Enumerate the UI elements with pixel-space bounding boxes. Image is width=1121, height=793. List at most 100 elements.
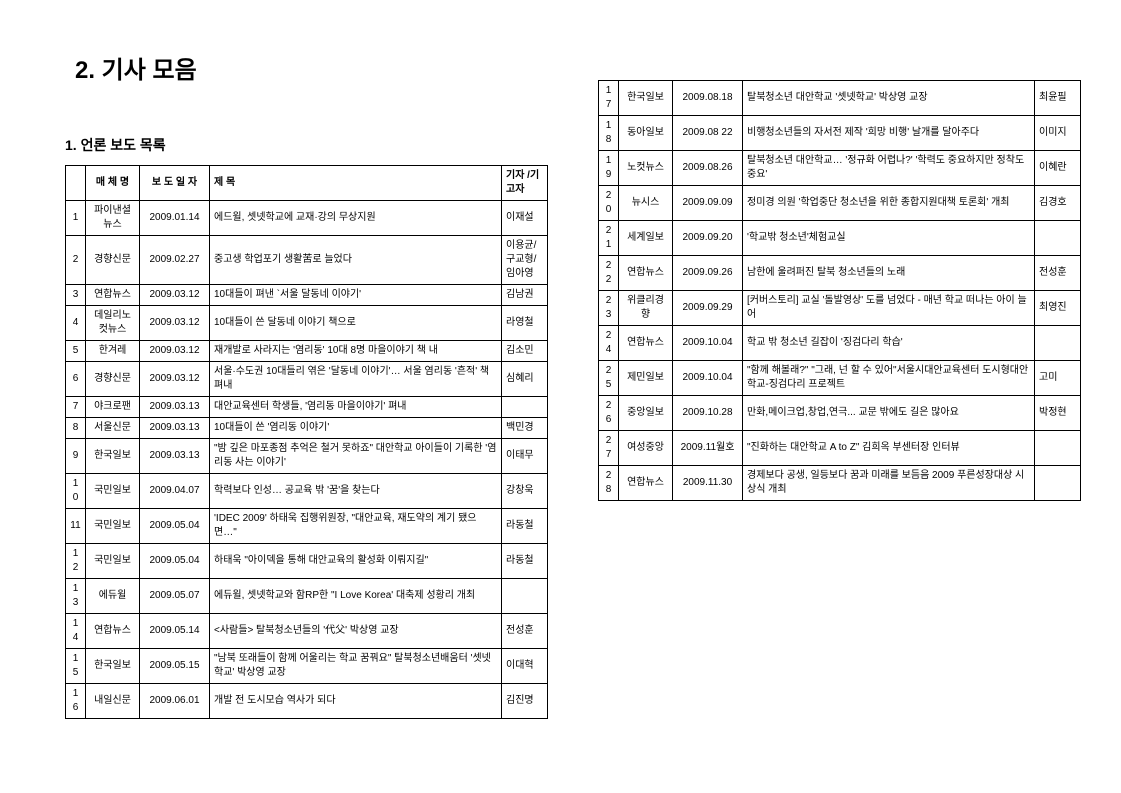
table-row: 1파이낸셜 뉴스2009.01.14에드윌, 셋넷학교에 교재·강의 무상지원이… [66,201,548,236]
cell-author: 김진명 [502,684,548,719]
cell-media: 경향신문 [86,362,140,397]
table-row: 17한국일보2009.08.18탈북청소년 대안학교 '셋넷학교' 박상영 교장… [599,81,1081,116]
cell-date: 2009.01.14 [140,201,210,236]
cell-title: 개발 전 도시모습 역사가 되다 [210,684,502,719]
cell-title: 에듀윌, 셋넷학교와 함RP한 "I Love Korea' 대축제 성황리 개… [210,579,502,614]
cell-author [502,579,548,614]
cell-title: 학교 밖 청소년 길잡이 '징검다리 학습' [743,326,1035,361]
cell-media: 제민일보 [619,361,673,396]
cell-date: 2009.08.18 [673,81,743,116]
table-row: 22연합뉴스2009.09.26남한에 울려퍼진 탈북 청소년들의 노래전성훈 [599,256,1081,291]
cell-date: 2009.04.07 [140,474,210,509]
cell-author [1035,221,1081,256]
cell-date: 2009.09.20 [673,221,743,256]
cell-media: 국민일보 [86,474,140,509]
cell-author: 이대혁 [502,649,548,684]
cell-num: 16 [66,684,86,719]
cell-date: 2009.05.04 [140,509,210,544]
table-row: 23위클리경 향2009.09.29[커버스토리] 교실 '돌발영상' 도를 넘… [599,291,1081,326]
cell-media: 한겨레 [86,341,140,362]
table-row: 10국민일보2009.04.07학력보다 인성… 공교육 밖 '꿈'을 찾는다강… [66,474,548,509]
cell-date: 2009.03.12 [140,306,210,341]
cell-author: 전성훈 [1035,256,1081,291]
table-row: 15한국일보2009.05.15"남북 또래들이 함께 어울리는 학교 꿈꿔요"… [66,649,548,684]
cell-media: 세계일보 [619,221,673,256]
cell-date: 2009.03.13 [140,418,210,439]
cell-media: 동아일보 [619,116,673,151]
cell-media: 서울신문 [86,418,140,439]
cell-num: 23 [599,291,619,326]
cell-title: 에드윌, 셋넷학교에 교재·강의 무상지원 [210,201,502,236]
cell-media: 국민일보 [86,509,140,544]
table-row: 14연합뉴스2009.05.14<사람들> 탈북청소년들의 '代父' 박상영 교… [66,614,548,649]
cell-author: 심혜리 [502,362,548,397]
cell-author: 김경호 [1035,186,1081,221]
cell-media: 여성중앙 [619,431,673,466]
cell-date: 2009.03.13 [140,439,210,474]
cell-media: 연합뉴스 [619,326,673,361]
cell-num: 10 [66,474,86,509]
cell-title: 학력보다 인성… 공교육 밖 '꿈'을 찾는다 [210,474,502,509]
table-row: 11국민일보2009.05.04'IDEC 2009' 하태욱 집행위원장, "… [66,509,548,544]
table-row: 6경향신문2009.03.12서울·수도권 10대들리 엮은 '달동네 이야기'… [66,362,548,397]
cell-num: 2 [66,236,86,285]
header-date: 보 도 일 자 [140,166,210,201]
cell-date: 2009.05.07 [140,579,210,614]
cell-author [1035,431,1081,466]
cell-num: 6 [66,362,86,397]
cell-num: 20 [599,186,619,221]
cell-author: 전성훈 [502,614,548,649]
cell-media: 경향신문 [86,236,140,285]
cell-date: 2009.05.04 [140,544,210,579]
right-column: 17한국일보2009.08.18탈북청소년 대안학교 '셋넷학교' 박상영 교장… [598,50,1081,763]
cell-author [1035,466,1081,501]
cell-num: 26 [599,396,619,431]
cell-num: 18 [599,116,619,151]
cell-media: 야크로팬 [86,397,140,418]
cell-date: 2009.03.12 [140,341,210,362]
cell-title: "함께 해볼래?" "그래, 넌 할 수 있어"서울시대안교육센터 도시형대안학… [743,361,1035,396]
cell-num: 12 [66,544,86,579]
cell-author: 라동철 [502,509,548,544]
table-row: 24연합뉴스2009.10.04학교 밖 청소년 길잡이 '징검다리 학습' [599,326,1081,361]
cell-num: 28 [599,466,619,501]
cell-author: 이용균/ 구교형/ 임아영 [502,236,548,285]
cell-author: 최윤필 [1035,81,1081,116]
cell-media: 연합뉴스 [86,614,140,649]
cell-media: 파이낸셜 뉴스 [86,201,140,236]
cell-title: 중고생 학업포기 생활苦로 늘었다 [210,236,502,285]
cell-date: 2009.11월호 [673,431,743,466]
cell-num: 7 [66,397,86,418]
table-row: 9한국일보2009.03.13"밤 깊은 마포종점 추억은 철거 못하죠" 대안… [66,439,548,474]
table-row: 13에듀윌2009.05.07에듀윌, 셋넷학교와 함RP한 "I Love K… [66,579,548,614]
cell-media: 연합뉴스 [619,466,673,501]
cell-media: 국민일보 [86,544,140,579]
press-table-right: 17한국일보2009.08.18탈북청소년 대안학교 '셋넷학교' 박상영 교장… [598,80,1081,501]
table-row: 12국민일보2009.05.04하태욱 "아이덱을 통해 대안교육의 활성화 이… [66,544,548,579]
cell-media: 노컷뉴스 [619,151,673,186]
header-media: 매 체 명 [86,166,140,201]
table-row: 2경향신문2009.02.27중고생 학업포기 생활苦로 늘었다이용균/ 구교형… [66,236,548,285]
cell-author: 이혜란 [1035,151,1081,186]
cell-date: 2009.10.28 [673,396,743,431]
header-num [66,166,86,201]
cell-date: 2009.02.27 [140,236,210,285]
press-table-left: 매 체 명 보 도 일 자 제 목 기자 /기고자 1파이낸셜 뉴스2009.0… [65,165,548,719]
cell-title: "밤 깊은 마포종점 추억은 철거 못하죠" 대안학교 아이들이 기록한 '염리… [210,439,502,474]
cell-title: 서울·수도권 10대들리 엮은 '달동네 이야기'… 서울 염리동 '흔적' 책… [210,362,502,397]
cell-author: 라동철 [502,544,548,579]
cell-media: 연합뉴스 [619,256,673,291]
table-row: 19노컷뉴스2009.08.26탈북청소년 대안학교… '정규화 어렵나?' '… [599,151,1081,186]
cell-num: 24 [599,326,619,361]
cell-date: 2009.03.13 [140,397,210,418]
cell-media: 한국일보 [86,439,140,474]
cell-author: 김남권 [502,285,548,306]
cell-title: 탈북청소년 대안학교… '정규화 어렵나?' '학력도 중요하지만 정착도 중요… [743,151,1035,186]
cell-num: 22 [599,256,619,291]
table-row: 7야크로팬2009.03.13대안교육센터 학생들, '염리동 마을이야기' 펴… [66,397,548,418]
cell-title: '학교밖 청소년'체험교실 [743,221,1035,256]
cell-title: 'IDEC 2009' 하태욱 집행위원장, "대안교육, 재도약의 계기 됐으… [210,509,502,544]
cell-title: <사람들> 탈북청소년들의 '代父' 박상영 교장 [210,614,502,649]
table-row: 25제민일보2009.10.04"함께 해볼래?" "그래, 넌 할 수 있어"… [599,361,1081,396]
cell-date: 2009.11.30 [673,466,743,501]
